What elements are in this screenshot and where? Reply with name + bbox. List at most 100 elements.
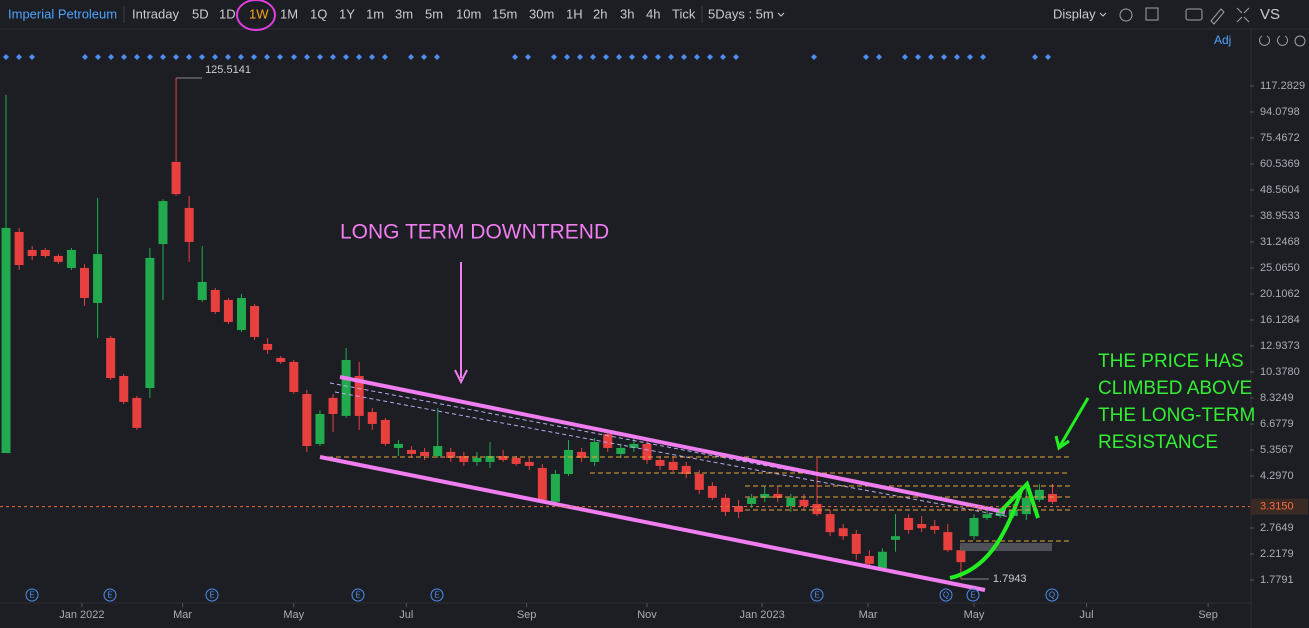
signal-dot xyxy=(408,54,414,60)
adjust-button[interactable]: Adj xyxy=(1214,33,1231,47)
signal-dot xyxy=(134,54,140,60)
period-button[interactable]: 1D xyxy=(219,6,236,21)
display-button[interactable]: Display xyxy=(1053,6,1096,21)
x-tick-label: Jul xyxy=(399,609,413,621)
x-tick-label: Nov xyxy=(637,609,657,621)
y-tick-label: 117.2829 xyxy=(1260,80,1305,92)
period-button[interactable]: Tick xyxy=(672,6,696,21)
candle-body xyxy=(472,457,482,462)
period-button[interactable]: 1Q xyxy=(310,6,327,21)
candle-body xyxy=(838,528,848,537)
candle-body xyxy=(328,397,338,414)
period-button[interactable]: 5m xyxy=(425,6,443,21)
y-tick-label: 94.0798 xyxy=(1260,106,1300,118)
signal-dot xyxy=(551,54,557,60)
signal-dot xyxy=(1045,54,1051,60)
fullscreen-icon[interactable] xyxy=(1236,7,1250,23)
period-button[interactable]: 1H xyxy=(566,6,583,21)
layout-icon[interactable] xyxy=(1145,7,1159,21)
candle-body xyxy=(812,503,822,515)
y-tick-label: 8.3249 xyxy=(1260,392,1294,404)
event-marker xyxy=(205,588,219,602)
signal-dot xyxy=(928,54,934,60)
event-label: E xyxy=(434,591,439,600)
signal-dot xyxy=(707,54,713,60)
y-tick-label: 1.7791 xyxy=(1260,574,1294,586)
candle-body xyxy=(380,419,390,444)
candle-body xyxy=(223,299,233,322)
event-marker xyxy=(103,588,117,602)
undo-icon[interactable] xyxy=(1259,35,1270,46)
candle-body xyxy=(590,442,600,462)
x-tick-label: Sep xyxy=(517,609,537,621)
support-line xyxy=(319,455,986,592)
signal-dot xyxy=(82,54,88,60)
reset-icon[interactable] xyxy=(1294,35,1306,47)
symbol[interactable]: Imperial Petroleum xyxy=(8,6,117,21)
period-button[interactable]: 2h xyxy=(593,6,607,21)
draw-icon[interactable] xyxy=(1210,8,1225,25)
signal-dot xyxy=(199,54,205,60)
candle-body xyxy=(498,456,508,461)
period-button[interactable]: 4h xyxy=(646,6,660,21)
period-button[interactable]: 15m xyxy=(492,6,517,21)
camera-icon[interactable] xyxy=(1185,8,1203,21)
y-tick-label: 60.5369 xyxy=(1260,158,1300,170)
signal-dot xyxy=(954,54,960,60)
settings-icon[interactable] xyxy=(1119,8,1133,22)
compare-button[interactable]: VS xyxy=(1260,6,1280,23)
signal-dot xyxy=(173,54,179,60)
candle-body xyxy=(250,305,260,337)
candle-body xyxy=(263,343,273,350)
candle-body xyxy=(420,451,430,457)
signal-dot xyxy=(277,54,283,60)
period-button[interactable]: 3h xyxy=(620,6,634,21)
event-marker xyxy=(966,588,980,602)
signal-dot xyxy=(160,54,166,60)
period-button[interactable]: Intraday xyxy=(132,6,179,21)
y-tick-label: 20.1062 xyxy=(1260,288,1300,300)
annotation: THE LONG-TERM xyxy=(1098,405,1255,426)
period-button[interactable]: 10m xyxy=(456,6,481,21)
last-price-box xyxy=(1251,498,1308,515)
period-button[interactable]: 30m xyxy=(529,6,554,21)
candle-body xyxy=(14,232,24,266)
period-button[interactable]: 1Y xyxy=(339,6,355,21)
x-tick-label: May xyxy=(964,609,985,621)
period-button[interactable]: 1m xyxy=(366,6,384,21)
range-select[interactable]: 5Days : 5m xyxy=(708,6,774,21)
signal-dot xyxy=(525,54,531,60)
y-tick-label: 75.4672 xyxy=(1260,132,1300,144)
y-tick-label: 16.1284 xyxy=(1260,314,1300,326)
event-label: E xyxy=(107,591,112,600)
candle-body xyxy=(982,514,992,518)
signal-dot xyxy=(121,54,127,60)
signal-dot xyxy=(681,54,687,60)
signal-dot xyxy=(108,54,114,60)
signal-dot xyxy=(694,54,700,60)
candle-body xyxy=(655,460,665,466)
redo-icon[interactable] xyxy=(1277,35,1288,46)
zone xyxy=(960,543,1052,551)
candle-body xyxy=(459,456,469,462)
period-button[interactable]: 1M xyxy=(280,6,298,21)
candle-body xyxy=(734,506,744,512)
event-marker xyxy=(25,588,39,602)
signal-dot xyxy=(147,54,153,60)
candle-body xyxy=(550,474,560,502)
candle-body xyxy=(210,289,220,312)
x-tick-label: Mar xyxy=(173,609,192,621)
dropdown-caret xyxy=(777,12,785,17)
drawings xyxy=(319,262,1090,592)
period-button[interactable]: 1W xyxy=(249,6,269,21)
signal-dot xyxy=(967,54,973,60)
high-label: 125.5141 xyxy=(205,64,251,76)
candle-body xyxy=(563,449,573,475)
candle-body xyxy=(577,451,587,458)
y-tick-label: 2.7649 xyxy=(1260,522,1294,534)
period-button[interactable]: 3m xyxy=(395,6,413,21)
period-button[interactable]: 5D xyxy=(192,6,209,21)
